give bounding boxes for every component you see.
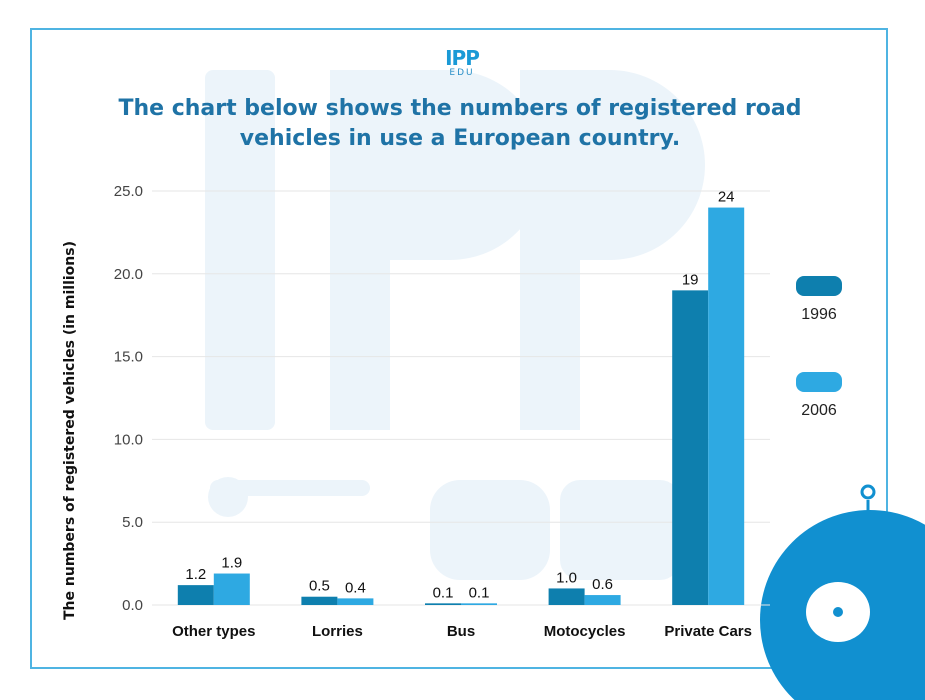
- chart-title: The chart below shows the numbers of reg…: [90, 94, 830, 154]
- legend-label-2006: 2006: [801, 402, 837, 419]
- legend-label-1996: 1996: [801, 306, 837, 323]
- logo-main-text: IPP: [445, 46, 480, 70]
- data-label: 0.1: [433, 584, 454, 601]
- bar-2006: [337, 598, 374, 605]
- data-label: 0.4: [345, 579, 366, 596]
- chart-title-line-1: The chart below shows the numbers of reg…: [118, 96, 802, 121]
- data-label: 1.9: [221, 555, 242, 572]
- mascot-icon: [760, 484, 925, 700]
- y-tick-label: 10.0: [114, 431, 143, 448]
- x-tick-label: Other types: [172, 623, 255, 640]
- data-label: 0.1: [469, 584, 490, 601]
- bar-2006: [708, 207, 745, 605]
- bar-1996: [177, 585, 214, 605]
- bar-1996: [672, 290, 709, 605]
- x-tick-label: Bus: [447, 623, 475, 640]
- bar-1996: [301, 596, 338, 605]
- legend-item-1996: 1996: [790, 276, 848, 324]
- y-tick-label: 25.0: [114, 183, 143, 200]
- data-label: 1.2: [185, 566, 206, 583]
- y-tick-label: 15.0: [114, 349, 143, 366]
- bar-1996: [425, 603, 461, 605]
- data-label: 1.0: [556, 569, 577, 586]
- y-tick-label: 5.0: [122, 514, 143, 531]
- data-label: 0.6: [592, 576, 613, 593]
- bar-2006: [461, 603, 497, 605]
- data-label: 0.5: [309, 578, 330, 595]
- logo-sub-text: EDU: [449, 68, 475, 78]
- bar-2006: [584, 595, 621, 605]
- data-label: 24: [718, 189, 735, 206]
- x-tick-label: Lorries: [312, 623, 363, 640]
- data-label: 19: [682, 271, 699, 288]
- legend-swatch-2006: [796, 372, 842, 392]
- y-tick-label: 20.0: [114, 266, 143, 283]
- x-tick-label: Private Cars: [664, 623, 752, 640]
- ipp-edu-logo: IPP EDU: [432, 48, 492, 78]
- x-tick-label: Motocycles: [544, 623, 626, 640]
- bar-1996: [548, 588, 585, 605]
- y-tick-label: 0.0: [122, 597, 143, 614]
- legend-item-2006: 2006: [790, 372, 848, 420]
- chart-title-line-2: vehicles in use a European country.: [239, 126, 681, 151]
- bar-2006: [213, 573, 250, 605]
- legend-swatch-1996: [796, 276, 842, 296]
